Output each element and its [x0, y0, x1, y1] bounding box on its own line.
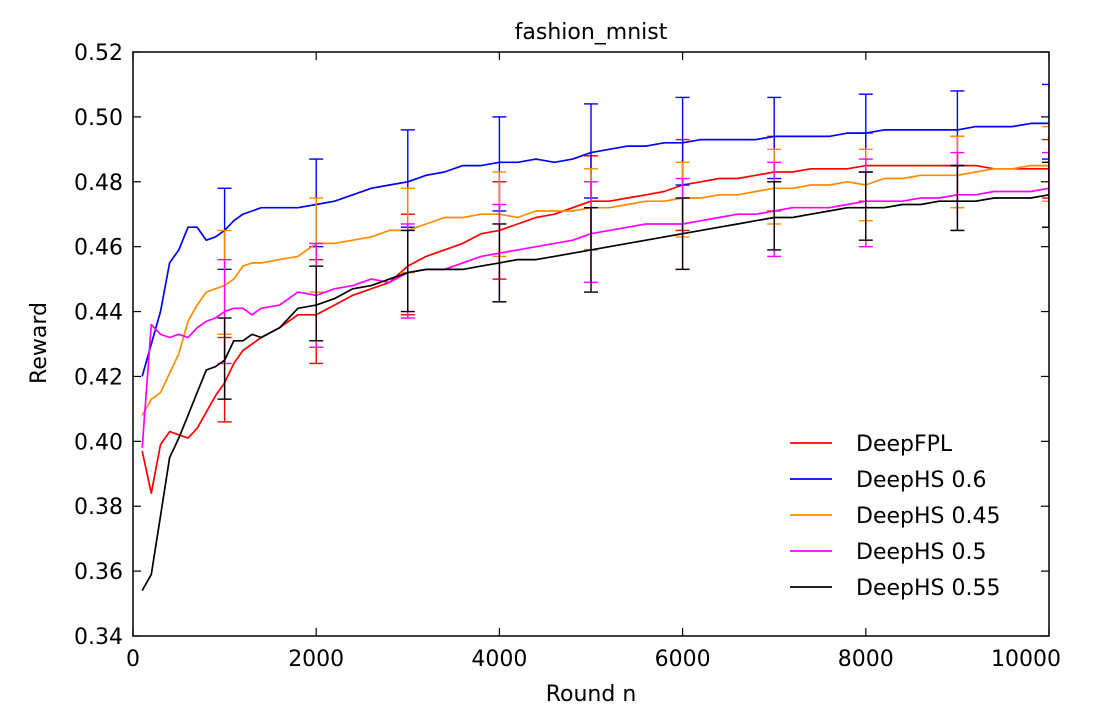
y-tick-label: 0.34: [74, 625, 123, 650]
error-bar: [217, 317, 232, 400]
x-tick-label: 8000: [838, 647, 894, 672]
error-bar: [492, 223, 507, 303]
y-axis-label: Reward: [27, 302, 52, 384]
error-bar: [400, 229, 415, 313]
series-line: [141, 122, 1049, 377]
x-tick-label: 0: [126, 647, 140, 672]
error-bar: [309, 265, 324, 342]
legend-label: DeepHS 0.55: [856, 576, 1000, 601]
x-tick-label: 10000: [991, 647, 1061, 672]
y-tick-label: 0.46: [74, 236, 123, 261]
error-bar: [858, 171, 873, 241]
legend-label: DeepFPL: [856, 432, 953, 457]
series-line: [141, 164, 1049, 495]
series-2: [141, 125, 1049, 416]
series-line: [141, 164, 1049, 416]
series-4: [141, 161, 1049, 592]
y-tick-label: 0.40: [74, 430, 123, 455]
x-tick-label: 4000: [471, 647, 527, 672]
x-tick-label: 6000: [655, 647, 711, 672]
legend-label: DeepHS 0.45: [856, 504, 1000, 529]
error-bar: [1042, 83, 1049, 160]
error-bar: [584, 207, 598, 293]
y-tick-label: 0.48: [74, 171, 123, 196]
series-3: [141, 151, 1049, 448]
error-bar: [1042, 138, 1049, 199]
legend-label: DeepHS 0.5: [856, 540, 986, 565]
x-tick-label: 2000: [288, 647, 344, 672]
error-bar: [950, 164, 965, 232]
chart-title: fashion_mnist: [515, 20, 668, 45]
y-tick-label: 0.44: [74, 301, 123, 326]
error-bar: [675, 197, 690, 271]
y-axis: 0.34 0.36 0.38 0.40 0.42 0.44 0.46 0.48 0.50 0.52: [74, 41, 1049, 650]
error-bar: [767, 181, 782, 251]
series-line: [141, 187, 1049, 448]
legend: DeepFPL DeepHS 0.6 DeepHS 0.45 DeepHS 0.5 De…: [790, 432, 1000, 601]
legend-label: DeepHS 0.6: [856, 468, 986, 493]
y-tick-label: 0.38: [74, 495, 123, 520]
y-tick-label: 0.36: [74, 560, 123, 585]
y-tick-label: 0.52: [74, 41, 123, 66]
error-bar: [1042, 125, 1049, 202]
error-bar: [1042, 161, 1049, 228]
y-tick-label: 0.50: [74, 106, 123, 131]
y-tick-label: 0.42: [74, 365, 123, 390]
series-line: [141, 193, 1049, 592]
series-1: [141, 83, 1049, 377]
x-axis: 0 2000 4000 6000 8000 10000: [126, 52, 1061, 672]
plot-area-frame: [132, 51, 1050, 637]
x-axis-label: Round n: [546, 682, 637, 707]
